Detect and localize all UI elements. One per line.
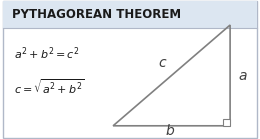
Text: PYTHAGOREAN THEOREM: PYTHAGOREAN THEOREM: [12, 8, 181, 21]
Text: $c$: $c$: [158, 56, 167, 70]
Text: $b$: $b$: [165, 123, 176, 138]
Text: $c = \sqrt{a^2 + b^2}$: $c = \sqrt{a^2 + b^2}$: [14, 77, 85, 95]
Text: $a$: $a$: [238, 69, 248, 83]
Bar: [223, 119, 230, 126]
Text: $a^2 + b^2 = c^2$: $a^2 + b^2 = c^2$: [14, 45, 80, 62]
Bar: [3, 1, 257, 28]
